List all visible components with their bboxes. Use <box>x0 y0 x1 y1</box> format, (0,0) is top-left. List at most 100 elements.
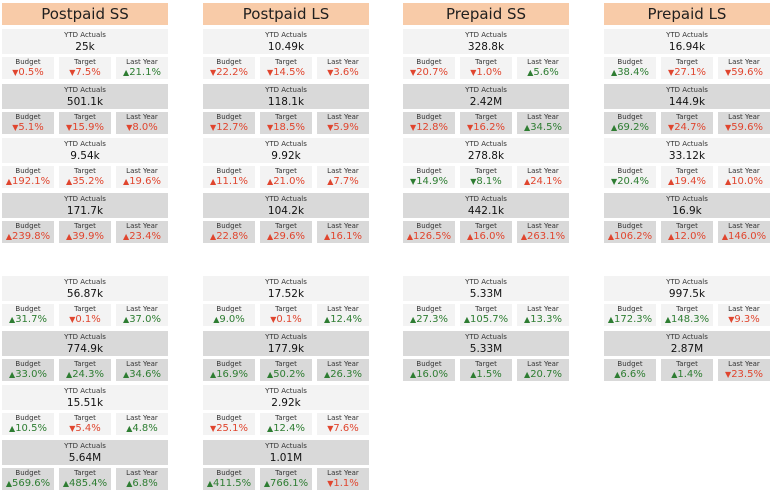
metric-budget: Budget ▼14.9% <box>403 166 455 188</box>
ytd-label: YTD Actuals <box>64 278 106 286</box>
metric-label: Target <box>475 305 497 313</box>
triangle-down-icon: ▼ <box>410 122 417 132</box>
triangle-up-icon: ▲ <box>66 177 73 186</box>
triangle-up-icon: ▲ <box>463 315 470 324</box>
triangle-down-icon: ▼ <box>327 478 334 488</box>
ytd-label: YTD Actuals <box>265 85 307 94</box>
metric-percent: 4.8% <box>132 423 158 434</box>
metric-percent: 106.2% <box>614 230 653 242</box>
metric-value: ▲6.6% <box>604 369 656 381</box>
metric-last-year: Last Year ▲10.0% <box>718 166 770 188</box>
triangle-up-icon: ▲ <box>9 369 16 379</box>
metric-label: Target <box>475 359 497 368</box>
metric-percent: 766.1% <box>270 477 309 489</box>
column-header: Postpaid LS <box>203 3 369 25</box>
metric-label: Target <box>275 468 297 477</box>
triangle-up-icon: ▲ <box>9 315 16 324</box>
metric-percent: 33.0% <box>15 368 47 380</box>
metric-budget: Budget ▲126.5% <box>403 220 455 243</box>
ytd-tile: YTD Actuals 33.12k <box>604 138 770 163</box>
metric-budget: Budget ▼22.2% <box>203 57 255 79</box>
metric-percent: 192.1% <box>12 176 51 187</box>
ytd-label: YTD Actuals <box>64 332 106 341</box>
metric-target: Target ▼24.7% <box>661 111 713 134</box>
triangle-up-icon: ▲ <box>126 424 133 433</box>
metric-budget: Budget ▲6.6% <box>604 358 656 381</box>
ytd-value: 16.94k <box>668 41 706 53</box>
metric-label: Target <box>676 359 698 368</box>
ytd-tile: YTD Actuals 144.9k <box>604 83 770 109</box>
metric-percent: 22.2% <box>216 67 248 78</box>
metric-budget: Budget ▲106.2% <box>604 220 656 243</box>
triangle-up-icon: ▲ <box>611 122 618 132</box>
metric-last-year: Last Year ▲146.0% <box>718 220 770 243</box>
metric-percent: 411.5% <box>213 477 252 489</box>
metric-value: ▲126.5% <box>403 231 455 243</box>
metric-target: Target ▼18.5% <box>260 111 312 134</box>
ytd-label: YTD Actuals <box>666 194 708 203</box>
metric-budget: Budget ▲31.7% <box>2 304 54 326</box>
ytd-label: YTD Actuals <box>265 31 307 39</box>
metric-value: ▲38.4% <box>604 67 656 79</box>
metric-last-year: Last Year ▼59.6% <box>718 111 770 134</box>
metric-value: ▲35.2% <box>59 176 111 188</box>
ytd-label: YTD Actuals <box>265 387 307 395</box>
metric-budget: Budget ▲33.0% <box>2 358 54 381</box>
metric-last-year: Last Year ▼9.3% <box>718 304 770 326</box>
triangle-up-icon: ▲ <box>9 424 16 433</box>
triangle-down-icon: ▼ <box>69 68 76 77</box>
ytd-label: YTD Actuals <box>265 441 307 450</box>
metric-percent: 12.4% <box>273 423 305 434</box>
triangle-up-icon: ▲ <box>210 369 217 379</box>
metric-target: Target ▲12.0% <box>661 220 713 243</box>
column-header: Prepaid LS <box>604 3 770 25</box>
metric-label: Target <box>475 167 497 175</box>
metric-value: ▲31.7% <box>2 314 54 326</box>
triangle-down-icon: ▼ <box>410 68 417 77</box>
metric-percent: 148.3% <box>671 314 710 325</box>
metric-value: ▲19.4% <box>661 176 713 188</box>
metric-last-year: Last Year ▲6.8% <box>116 467 168 490</box>
triangle-up-icon: ▲ <box>210 231 217 241</box>
ytd-tile: YTD Actuals 171.7k <box>2 192 168 218</box>
metric-percent: 5.1% <box>18 121 44 133</box>
metric-percent: 23.4% <box>129 230 161 242</box>
metric-percent: 24.1% <box>530 176 562 187</box>
metric-percent: 23.5% <box>731 368 763 380</box>
metric-target: Target ▲16.0% <box>460 220 512 243</box>
triangle-up-icon: ▲ <box>206 478 213 488</box>
metric-label: Target <box>74 58 96 66</box>
metric-target: Target ▼0.1% <box>59 304 111 326</box>
triangle-up-icon: ▲ <box>607 231 614 241</box>
triangle-up-icon: ▲ <box>267 424 274 433</box>
metric-percent: 7.6% <box>333 423 359 434</box>
metric-percent: 0.5% <box>18 67 44 78</box>
metric-percent: 7.5% <box>75 67 101 78</box>
metric-target: Target ▼0.1% <box>260 304 312 326</box>
metric-percent: 9.3% <box>734 314 760 325</box>
metric-value: ▼15.9% <box>59 122 111 134</box>
triangle-up-icon: ▲ <box>671 369 678 379</box>
triangle-up-icon: ▲ <box>611 68 618 77</box>
metric-target: Target ▲24.3% <box>59 358 111 381</box>
ytd-value: 171.7k <box>66 204 104 217</box>
metric-label: Last Year <box>527 58 559 66</box>
metric-percent: 0.1% <box>276 314 302 325</box>
metric-last-year: Last Year ▲16.1% <box>317 220 369 243</box>
ytd-value: 1.01M <box>269 451 303 464</box>
metric-percent: 6.8% <box>132 477 158 489</box>
metric-percent: 146.0% <box>728 230 767 242</box>
ytd-value: 56.87k <box>66 288 104 300</box>
ytd-tile: YTD Actuals 177.9k <box>203 330 369 356</box>
metric-last-year: Last Year ▲26.3% <box>317 358 369 381</box>
metric-label: Last Year <box>728 359 760 368</box>
metric-label: Budget <box>617 359 643 368</box>
metric-label: Target <box>475 112 497 121</box>
metric-label: Budget <box>216 468 242 477</box>
triangle-down-icon: ▼ <box>327 424 334 433</box>
triangle-up-icon: ▲ <box>123 231 130 241</box>
metric-budget: Budget ▲27.3% <box>403 304 455 326</box>
metric-value: ▲19.6% <box>116 176 168 188</box>
metric-value: ▼24.7% <box>661 122 713 134</box>
metric-percent: 31.7% <box>15 314 47 325</box>
